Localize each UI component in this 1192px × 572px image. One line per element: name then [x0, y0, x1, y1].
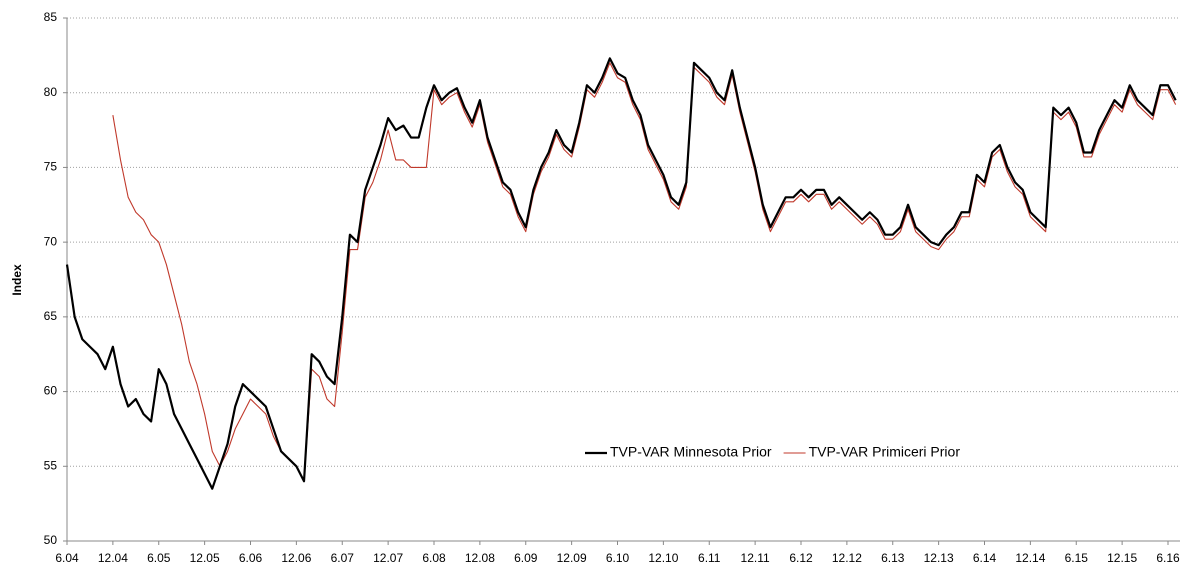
x-tick-label: 6.16	[1156, 551, 1180, 565]
x-tick-label: 12.13	[924, 551, 954, 565]
x-tick-label: 6.05	[147, 551, 171, 565]
y-tick-label: 75	[44, 160, 58, 174]
y-tick-label: 65	[44, 309, 58, 323]
y-axis-label: Index	[10, 264, 24, 296]
x-tick-label: 12.10	[648, 551, 678, 565]
x-tick-label: 6.15	[1065, 551, 1089, 565]
x-tick-label: 6.13	[881, 551, 905, 565]
x-tick-label: 12.04	[98, 551, 128, 565]
x-tick-label: 12.14	[1015, 551, 1045, 565]
series-line	[65, 57, 1177, 490]
x-tick-label: 6.12	[789, 551, 813, 565]
y-tick-label: 70	[44, 234, 58, 248]
x-tick-label: 6.04	[55, 551, 79, 565]
x-tick-label: 6.11	[698, 551, 721, 565]
x-tick-label: 6.06	[239, 551, 263, 565]
y-tick-label: 50	[44, 533, 58, 547]
x-tick-label: 12.12	[832, 551, 862, 565]
y-tick-label: 55	[44, 458, 58, 472]
x-tick-label: 6.10	[606, 551, 630, 565]
x-tick-label: 12.05	[190, 551, 220, 565]
y-tick-label: 85	[44, 10, 58, 24]
series-line	[112, 62, 1177, 482]
x-tick-label: 6.14	[973, 551, 997, 565]
x-tick-label: 12.09	[557, 551, 587, 565]
x-tick-label: 12.11	[741, 551, 770, 565]
y-tick-label: 60	[44, 384, 58, 398]
y-tick-label: 80	[44, 85, 58, 99]
x-tick-label: 6.09	[514, 551, 538, 565]
legend-label: TVP-VAR Primiceri Prior	[809, 444, 961, 460]
x-tick-label: 6.07	[331, 551, 355, 565]
x-tick-label: 12.06	[281, 551, 311, 565]
x-tick-label: 12.08	[465, 551, 495, 565]
x-tick-label: 12.07	[373, 551, 403, 565]
x-tick-label: 12.15	[1107, 551, 1137, 565]
legend-label: TVP-VAR Minnesota Prior	[610, 444, 772, 460]
x-tick-label: 6.08	[422, 551, 446, 565]
